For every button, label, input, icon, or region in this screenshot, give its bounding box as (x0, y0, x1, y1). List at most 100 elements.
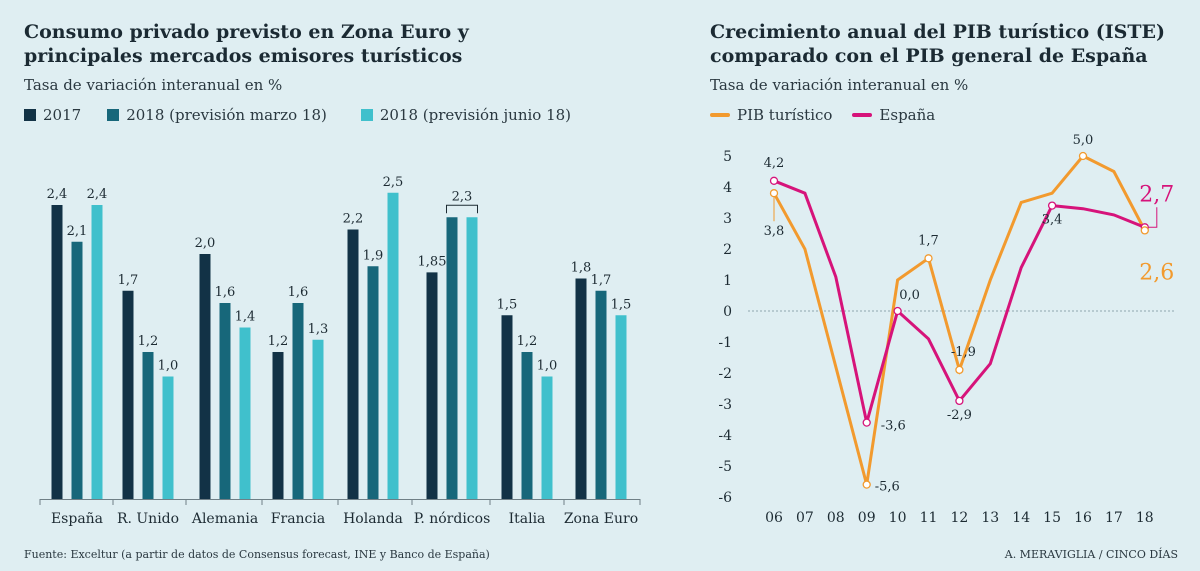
bar-category-label: España (51, 511, 103, 527)
legend-pib-turistico-swatch (710, 113, 730, 117)
bar-1-3 (292, 303, 304, 499)
y-tick-label: 0 (723, 304, 732, 320)
line-pib-turistico (772, 154, 1147, 485)
line-chart-subtitle: Tasa de variación interanual en % (710, 76, 969, 94)
point-label: -3,6 (881, 419, 906, 434)
bar-2-5 (466, 217, 478, 499)
y-tick-label: -4 (718, 428, 732, 444)
bar-value-label: 1,5 (611, 297, 632, 312)
bar-chart: 2,4 2,1 2,4 España 1,7 1,2 1,0 R. Unido 2,0 1,6 1,… (39, 175, 641, 527)
bar-chart-subtitle: Tasa de variación interanual en % (24, 76, 283, 94)
y-tick-label: 3 (723, 211, 732, 227)
legend-2018-junio: 2018 (previsión junio 18) (360, 106, 571, 124)
y-tick-label: -1 (718, 335, 732, 351)
source-note: Fuente: Exceltur (a partir de datos de C… (24, 548, 490, 561)
bar-chart-title: Consumo privado previsto en Zona Euro y … (24, 20, 469, 68)
bar-value-label: 1,8 (571, 261, 592, 276)
bar-category-label: Francia (271, 511, 325, 527)
bracket (446, 204, 478, 214)
point-marker (893, 306, 902, 316)
bar-0-1 (122, 290, 134, 499)
x-tick-label: 14 (1012, 510, 1030, 526)
point-marker (1078, 151, 1088, 161)
bar-chart-title-line1: Consumo privado previsto en Zona Euro y (24, 21, 469, 43)
legend-espana-label: España (879, 106, 936, 124)
bar-category-label: Holanda (343, 511, 403, 527)
y-tick-label: -5 (718, 459, 732, 475)
bar-0-4 (347, 229, 359, 499)
x-tick-label: 16 (1074, 510, 1092, 526)
point-label: -2,9 (947, 408, 972, 423)
bar-category-label: R. Unido (117, 511, 179, 527)
y-tick-label: -2 (718, 366, 732, 382)
bar-category-label: Zona Euro (564, 511, 638, 527)
bar-2-4 (387, 192, 399, 499)
credit-note: A. MERAVIGLIA / CINCO DÍAS (1004, 548, 1178, 561)
point-marker (955, 365, 964, 375)
bar-value-label: 1,6 (288, 285, 309, 300)
point-label: 2,7 (1139, 182, 1174, 207)
point-label: 3,4 (1042, 213, 1063, 228)
point-label: 5,0 (1073, 133, 1094, 148)
bar-2-7 (615, 315, 627, 499)
x-tick-label: 08 (827, 510, 845, 526)
bar-0-7 (575, 278, 587, 499)
bar-0-5 (426, 272, 438, 499)
y-tick-label: 1 (723, 273, 732, 289)
bar-value-label: 1,0 (158, 359, 179, 374)
bar-value-label: 1,2 (268, 334, 289, 349)
bar-value-label: 2,0 (195, 236, 216, 251)
x-tick-label: 13 (981, 510, 999, 526)
line-espana (773, 179, 1146, 424)
bar-category-label: P. nórdicos (414, 511, 491, 527)
point-marker (769, 189, 779, 198)
bar-value-label: 1,2 (517, 334, 538, 349)
x-tick-label: 07 (796, 510, 814, 526)
x-tick-label: 11 (920, 510, 938, 526)
y-tick-label: 4 (723, 180, 732, 196)
y-tick-label: 2 (723, 242, 732, 258)
legend-espana-swatch (852, 113, 873, 117)
bar-1-7 (595, 290, 607, 499)
bar-2-3 (312, 339, 324, 499)
point-label: 3,8 (764, 224, 785, 239)
point-marker (1140, 226, 1149, 235)
legend-2017-label: 2017 (43, 106, 82, 124)
point-marker (1047, 201, 1057, 210)
point-label: -5,6 (875, 480, 900, 495)
point-label: -1,9 (951, 345, 976, 360)
x-tick-label: 12 (950, 510, 968, 526)
line-chart-title: Crecimiento anual del PIB turístico (IST… (710, 20, 1165, 68)
bar-1-0 (71, 241, 83, 499)
bar-value-label: 2,2 (343, 212, 364, 227)
point-label: 1,7 (918, 233, 939, 248)
bar-value-label: 2,4 (87, 187, 108, 202)
y-tick-label: 5 (723, 149, 732, 165)
legend-2017: 2017 (24, 106, 81, 124)
x-tick-label: 06 (765, 510, 783, 526)
line-chart-legend: PIB turístico España (710, 106, 935, 124)
legend-2018-marzo-label: 2018 (previsión marzo 18) (126, 106, 327, 124)
bar-value-label: 2,4 (47, 187, 68, 202)
legend-espana: España (852, 106, 935, 124)
line-chart-title-line1: Crecimiento anual del PIB turístico (IST… (710, 21, 1166, 43)
x-tick-label: 15 (1043, 510, 1061, 526)
point-label: 4,2 (764, 156, 785, 171)
bar-1-5 (446, 217, 458, 499)
x-tick-label: 18 (1136, 510, 1154, 526)
bar-value-label: 1,3 (308, 322, 329, 337)
legend-2018-marzo-swatch (107, 109, 120, 121)
point-marker (769, 176, 779, 185)
point-marker (924, 254, 933, 263)
bar-chart-title-line2: principales mercados emisores turísticos (24, 45, 463, 67)
legend-2018-marzo: 2018 (previsión marzo 18) (107, 106, 327, 124)
y-tick-label: -6 (718, 490, 732, 506)
bar-2-1 (162, 376, 174, 499)
bar-2-2 (239, 327, 251, 499)
bar-1-2 (219, 303, 231, 499)
bar-value-label: 1,7 (591, 273, 612, 288)
bar-value-label: 1,85 (418, 254, 447, 269)
bar-value-label: 1,5 (497, 297, 518, 312)
point-marker (955, 396, 964, 406)
